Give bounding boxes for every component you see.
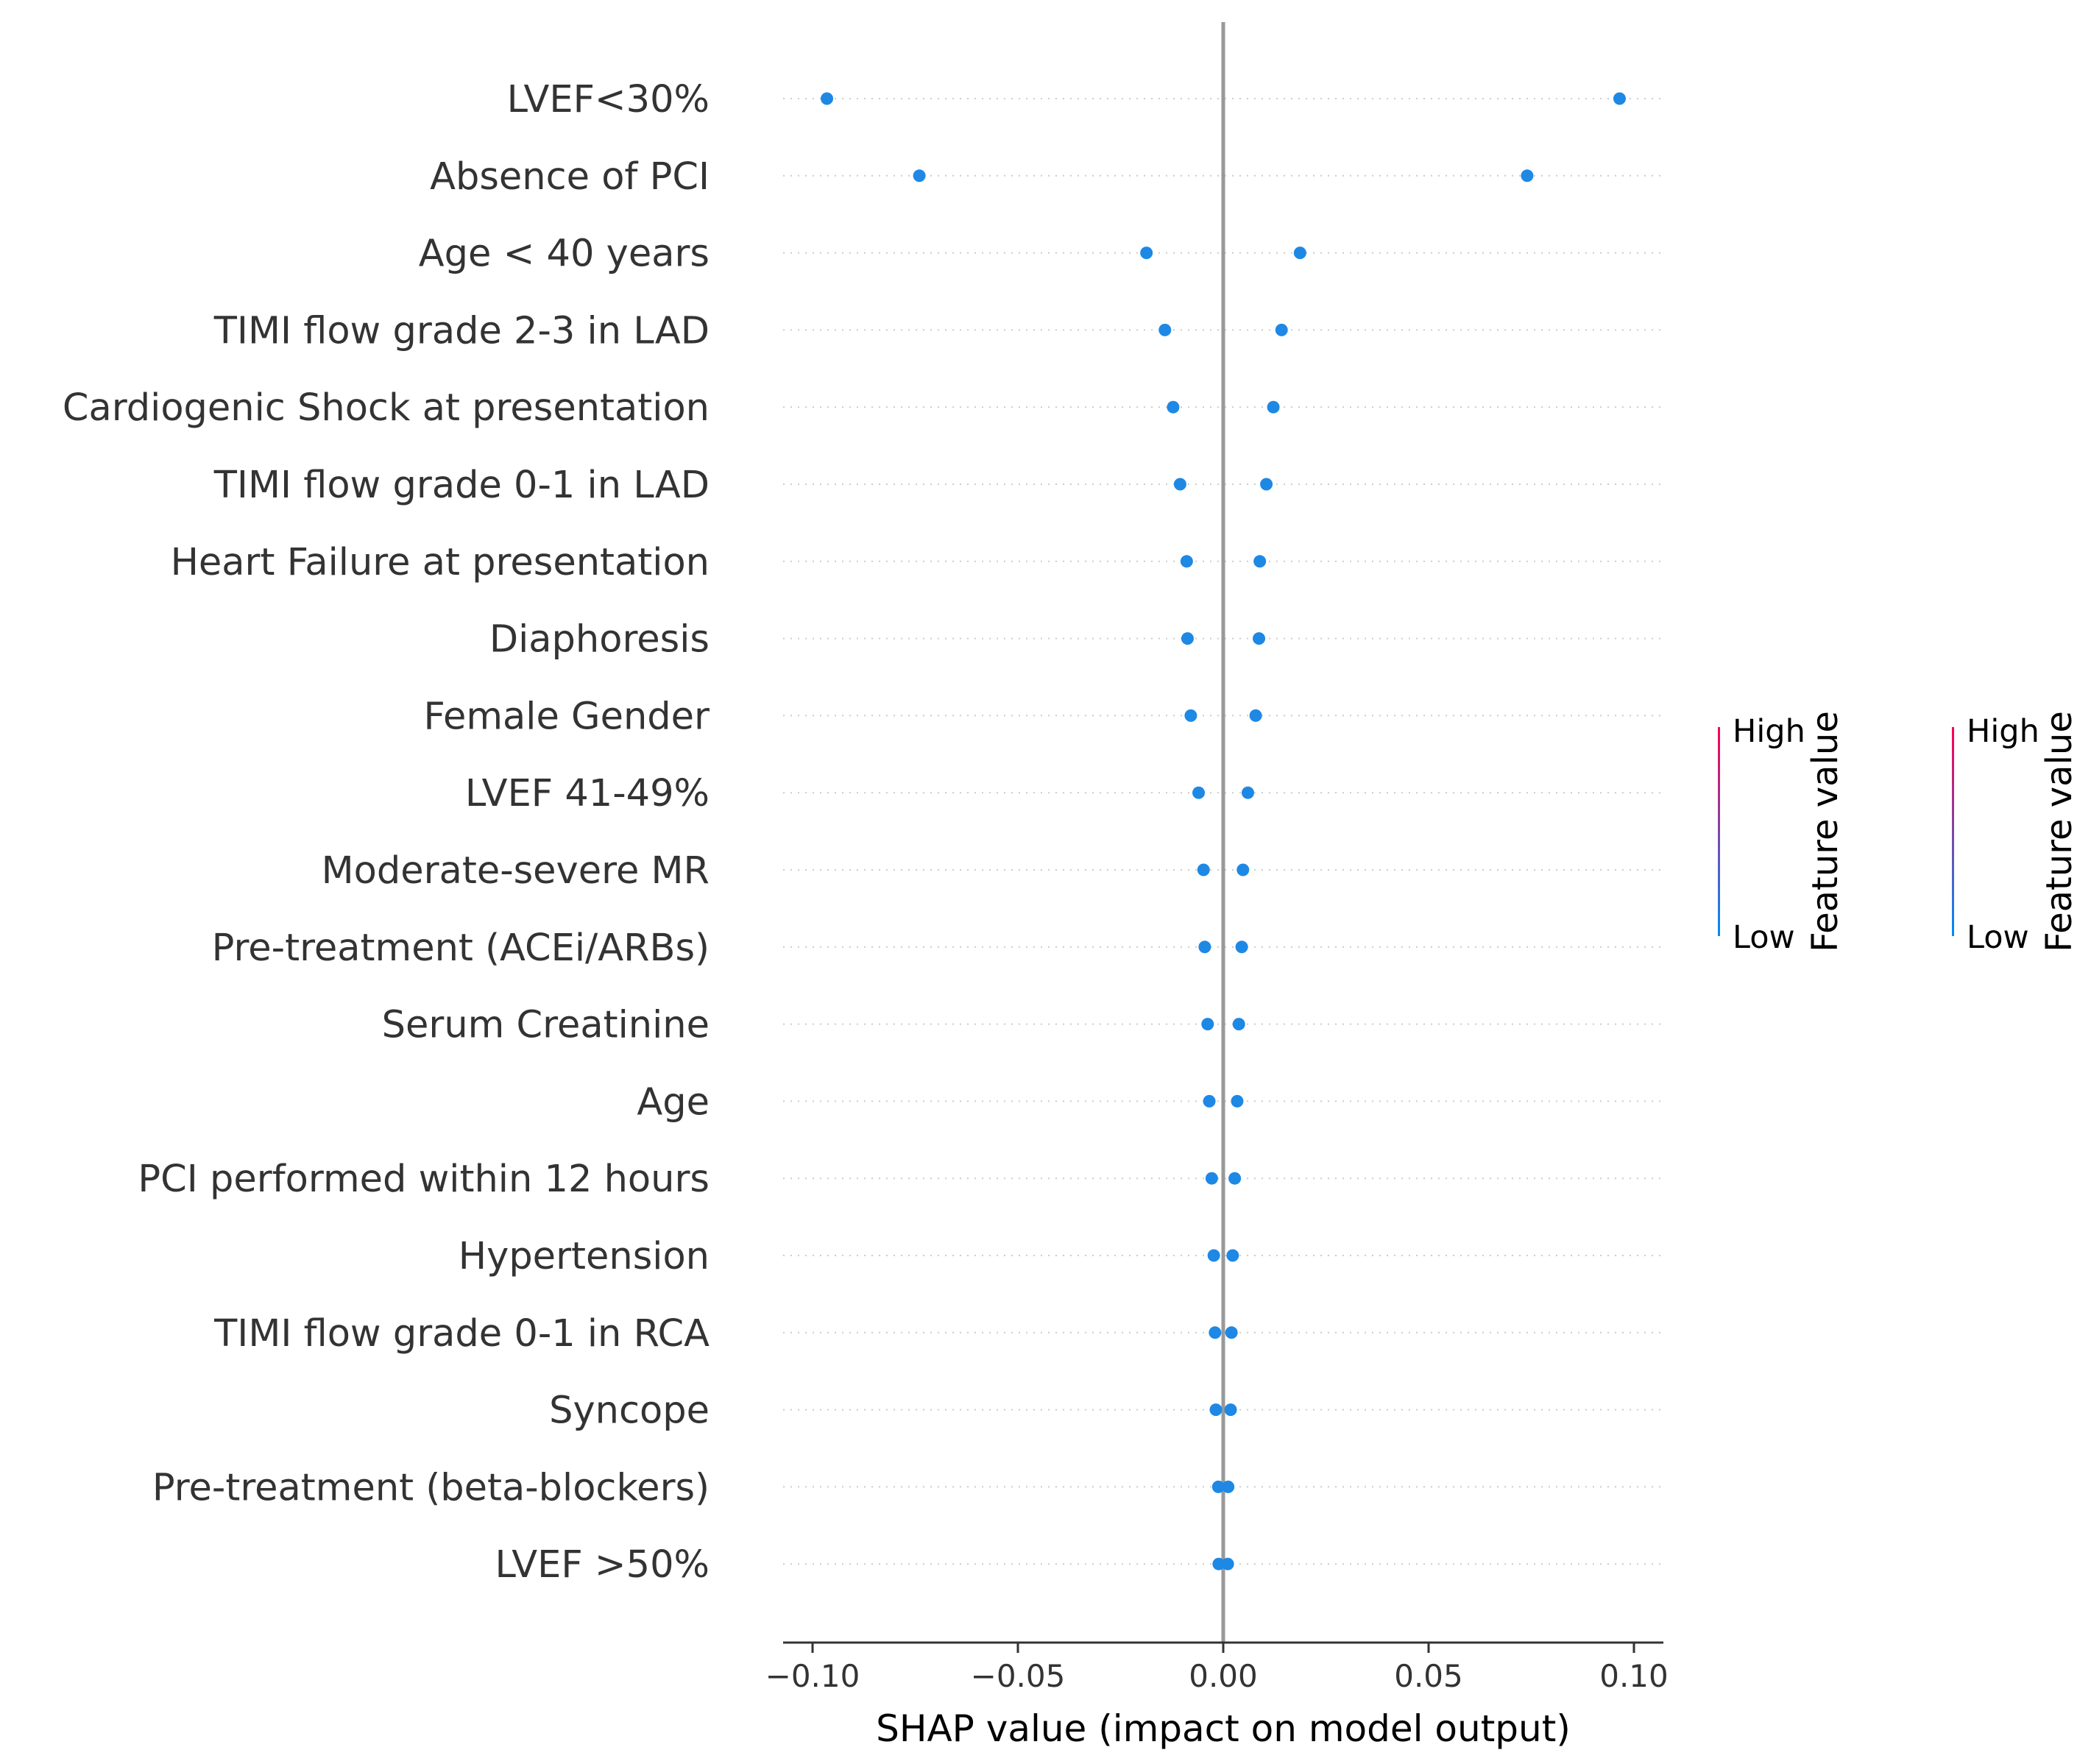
feature-label: TIMI flow grade 0-1 in LAD [213, 464, 710, 507]
colorbar-2-low-label: Low [1967, 919, 2029, 956]
data-point [1205, 1172, 1218, 1185]
feature-label: LVEF 41-49% [465, 772, 710, 815]
data-point [1184, 709, 1197, 722]
colorbar-1: High Low Feature value [1718, 711, 1846, 956]
data-point [1201, 1018, 1214, 1031]
feature-label: Diaphoresis [489, 618, 710, 662]
x-tick-label: 0.05 [1394, 1658, 1463, 1694]
data-point [1225, 1326, 1238, 1339]
data-point [1203, 1094, 1216, 1108]
colorbar-1-title: Feature value [1805, 711, 1846, 952]
feature-label: Cardiogenic Shock at presentation [63, 386, 710, 430]
data-points [821, 92, 1626, 1570]
x-axis-title: SHAP value (impact on model output) [876, 1707, 1571, 1750]
data-point [1249, 709, 1262, 722]
feature-label: LVEF >50% [495, 1543, 710, 1587]
data-point [1181, 632, 1194, 645]
data-point [913, 169, 926, 183]
data-point [1180, 555, 1193, 568]
feature-label: Age < 40 years [419, 233, 710, 276]
data-point [1260, 478, 1273, 491]
x-tick-label: −0.05 [971, 1658, 1066, 1694]
x-tick-label: −0.10 [765, 1658, 860, 1694]
colorbar-2-high-label: High [1967, 713, 2039, 750]
feature-label: Heart Failure at presentation [171, 541, 710, 584]
data-point [1231, 1094, 1244, 1108]
feature-label: TIMI flow grade 0-1 in RCA [213, 1312, 710, 1356]
data-point [1158, 323, 1172, 336]
feature-label: Syncope [549, 1389, 710, 1433]
data-point [1167, 400, 1180, 414]
data-point [1293, 247, 1306, 260]
feature-label: PCI performed within 12 hours [138, 1158, 710, 1201]
feature-label: Moderate-severe MR [322, 849, 710, 893]
data-point [1267, 400, 1280, 414]
data-point [1235, 941, 1248, 954]
data-point [1521, 169, 1534, 183]
data-point [1241, 786, 1254, 799]
data-point [1212, 1557, 1225, 1570]
data-point [1192, 786, 1206, 799]
colorbar-1-gradient [1718, 727, 1720, 936]
feature-labels: LVEF<30% Absence of PCI Age < 40 years TIMI… [63, 78, 710, 1587]
feature-label: Serum Creatinine [382, 1004, 710, 1047]
data-point [1236, 863, 1250, 876]
data-point [1253, 632, 1266, 645]
data-point [1197, 863, 1210, 876]
colorbar-2: High Low Feature value [1952, 711, 2080, 956]
feature-label: TIMI flow grade 2-3 in LAD [213, 309, 710, 353]
data-point [1224, 1403, 1237, 1417]
data-point [1221, 1557, 1234, 1570]
data-point [1207, 1249, 1220, 1262]
data-point [1253, 555, 1267, 568]
feature-label: Absence of PCI [430, 155, 710, 199]
data-point [1209, 1403, 1223, 1417]
colorbar-1-high-label: High [1733, 713, 1805, 750]
data-point [1222, 1480, 1235, 1493]
data-point [1198, 941, 1211, 954]
x-tick-label: 0.10 [1599, 1658, 1669, 1694]
data-point [1613, 92, 1626, 105]
data-point [1275, 323, 1288, 336]
data-point [1173, 478, 1186, 491]
colorbar-2-gradient [1952, 727, 1954, 936]
feature-label: Pre-treatment (beta-blockers) [152, 1466, 710, 1509]
feature-label: LVEF<30% [507, 78, 710, 121]
data-point [821, 92, 834, 105]
data-point [1209, 1326, 1222, 1339]
feature-label: Pre-treatment (ACEi/ARBs) [212, 927, 710, 970]
data-point [1232, 1018, 1245, 1031]
feature-label: Hypertension [459, 1235, 710, 1278]
feature-label: Age [637, 1080, 710, 1124]
data-point [1228, 1172, 1242, 1185]
feature-label: Female Gender [423, 695, 710, 738]
data-point [1211, 1480, 1225, 1493]
x-tick-label: 0.00 [1189, 1658, 1258, 1694]
colorbar-2-title: Feature value [2039, 711, 2080, 952]
x-axis-ticks: −0.10 −0.05 0.00 0.05 0.10 [765, 1643, 1669, 1694]
colorbar-1-low-label: Low [1733, 919, 1795, 956]
data-point [1140, 247, 1153, 260]
data-point [1226, 1249, 1239, 1262]
